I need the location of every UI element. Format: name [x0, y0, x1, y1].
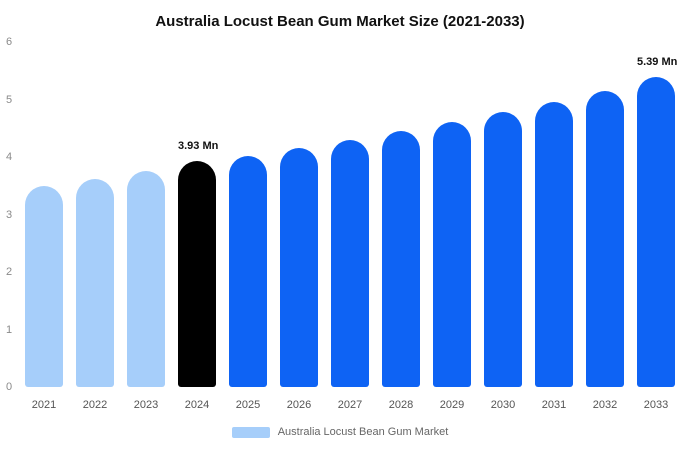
- bar-2029: [433, 122, 471, 387]
- bar-2027: [331, 140, 369, 387]
- bar-2023: [127, 171, 165, 387]
- x-tick-2032: 2032: [592, 399, 618, 411]
- data-label-2033: 5.39 Mn: [637, 56, 678, 68]
- bars: 3.93 Mn 5.39 Mn: [25, 42, 678, 387]
- bar-column-2027: [331, 42, 369, 387]
- bar-column-2025: [229, 42, 267, 387]
- bar-column-2022: [76, 42, 114, 387]
- x-tick-2025: 2025: [235, 399, 261, 411]
- legend-label: Australia Locust Bean Gum Market: [277, 426, 449, 438]
- bar-2021: [25, 186, 63, 387]
- chart-area: 6 5 4 3 2 1 0 3.93 Mn 5.39 Mn: [0, 36, 680, 393]
- y-axis: 6 5 4 3 2 1 0: [6, 36, 22, 393]
- bar-2028: [382, 131, 420, 387]
- y-tick-1: 1: [6, 323, 13, 336]
- bar-column-2026: [280, 42, 318, 387]
- x-tick-2027: 2027: [337, 399, 363, 411]
- legend: Australia Locust Bean Gum Market: [0, 426, 680, 438]
- bar-2032: [586, 91, 624, 387]
- bar-column-2023: [127, 42, 165, 387]
- bar-column-2033: 5.39 Mn: [637, 42, 678, 387]
- x-tick-2031: 2031: [541, 399, 567, 411]
- x-tick-2023: 2023: [133, 399, 159, 411]
- y-tick-3: 3: [6, 208, 13, 221]
- x-tick-2022: 2022: [82, 399, 108, 411]
- y-tick-5: 5: [6, 93, 13, 106]
- bar-column-2032: [586, 42, 624, 387]
- bar-2031: [535, 102, 573, 387]
- legend-swatch: [231, 426, 270, 438]
- x-tick-2026: 2026: [286, 399, 312, 411]
- y-tick-2: 2: [6, 266, 13, 278]
- bar-2022: [76, 179, 114, 387]
- bar-column-2030: [484, 42, 522, 387]
- data-label-2024: 3.93 Mn: [178, 140, 219, 152]
- y-tick-4: 4: [6, 151, 13, 163]
- bar-column-2029: [433, 42, 471, 387]
- x-tick-2021: 2021: [31, 399, 57, 411]
- x-tick-2030: 2030: [490, 399, 516, 411]
- x-tick-2029: 2029: [439, 399, 465, 411]
- y-tick-0: 0: [6, 381, 13, 393]
- bar-column-2024: 3.93 Mn: [178, 42, 219, 387]
- x-tick-2028: 2028: [388, 399, 414, 411]
- chart-title: Australia Locust Bean Gum Market Size (2…: [155, 13, 525, 30]
- y-tick-6: 6: [6, 36, 13, 48]
- x-tick-2033: 2033: [643, 399, 669, 411]
- bar-2033: [637, 77, 675, 387]
- bar-2030: [484, 112, 522, 387]
- bar-2024: [178, 161, 216, 387]
- bar-2026: [280, 148, 318, 387]
- bar-column-2028: [382, 42, 420, 387]
- bar-2025: [229, 156, 267, 387]
- bar-column-2021: [25, 42, 63, 387]
- x-tick-2024: 2024: [184, 399, 210, 411]
- bar-column-2031: [535, 42, 573, 387]
- x-axis: 2021 2022 2023 2024 2025 2026 2027 2028 2029 2030…: [25, 399, 675, 411]
- legend-item[interactable]: Australia Locust Bean Gum Market: [231, 426, 449, 438]
